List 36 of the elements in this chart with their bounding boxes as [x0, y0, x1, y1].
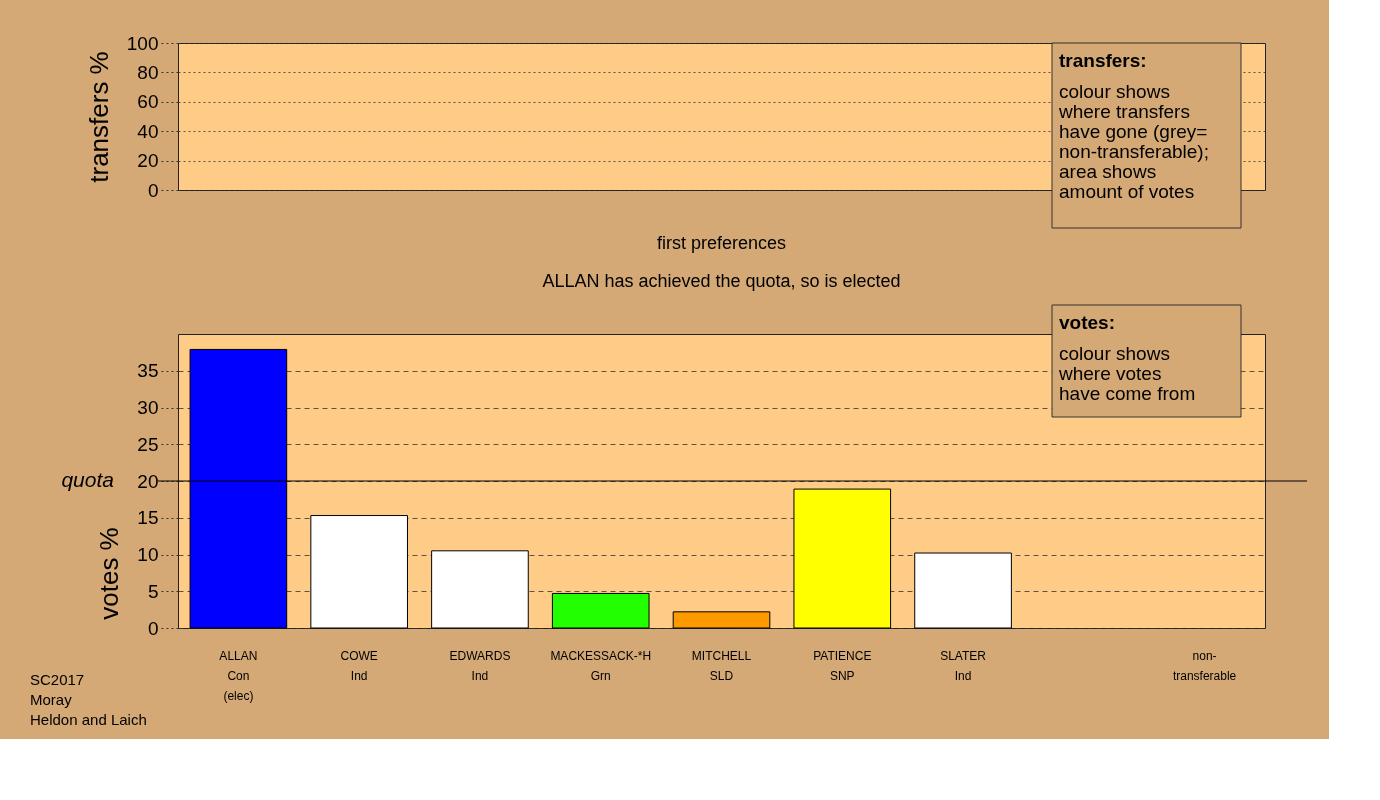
x-tick-label: PATIENCE SNP	[813, 648, 872, 683]
x-tick-label: COWE Ind	[340, 648, 378, 683]
ref-line-label: quota	[61, 468, 114, 491]
bar	[310, 515, 408, 629]
chart-subtitle: ALLAN has achieved the quota, so is elected	[542, 270, 901, 291]
annotation: votes: colour shows where votes have come from	[1058, 312, 1196, 404]
x-tick-label: non- transferable	[1172, 648, 1237, 683]
annotation: transfers: colour shows where transfers have gone (grey= non-transferable); area shows amount of votes	[1058, 50, 1209, 202]
y-tick-label: 25	[137, 433, 159, 455]
x-tick-label: MACKESSACK-*H Grn	[550, 648, 652, 683]
y-tick-label: 20	[137, 150, 159, 172]
x-tick-label: MITCHELL SLD	[691, 648, 752, 683]
y-tick-label: 80	[137, 61, 159, 83]
y-tick-label: 5	[147, 580, 159, 602]
y-tick-label: 15	[137, 507, 159, 529]
y-tick-label: 0	[147, 617, 159, 639]
x-tick-label: ALLAN Con (elec)	[219, 648, 258, 703]
bar	[672, 611, 771, 629]
x-tick-label: EDWARDS Ind	[449, 648, 511, 683]
y-tick-label: 60	[137, 91, 159, 113]
y-tick-label: 30	[137, 397, 159, 418]
y-axis-title: transfers %	[83, 51, 114, 183]
y-tick-label: 20	[137, 470, 159, 492]
bar	[914, 552, 1012, 629]
x-tick-label: SLATER Ind	[940, 648, 987, 683]
y-tick-label: 100	[126, 32, 159, 54]
y-axis-title: votes %	[94, 527, 125, 620]
y-tick-label: 40	[137, 120, 159, 142]
bar	[431, 550, 529, 629]
y-tick-label: 0	[147, 179, 159, 201]
text: SC2017 Moray Heldon and Laich	[30, 671, 147, 728]
chart-title: first preferences	[656, 232, 787, 253]
y-tick-label: 35	[137, 360, 159, 382]
y-tick-label: 10	[137, 544, 159, 565]
bar	[793, 488, 892, 629]
bar	[551, 592, 650, 629]
